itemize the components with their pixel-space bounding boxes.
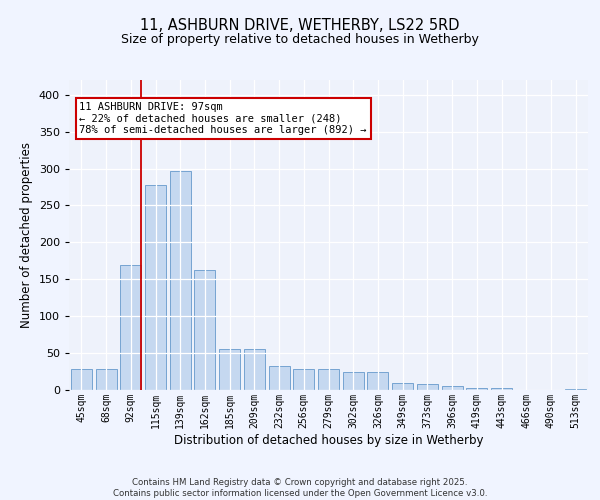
Y-axis label: Number of detached properties: Number of detached properties xyxy=(20,142,33,328)
Bar xyxy=(343,372,364,390)
Bar xyxy=(71,370,92,390)
Bar xyxy=(417,384,438,390)
Text: Contains HM Land Registry data © Crown copyright and database right 2025.
Contai: Contains HM Land Registry data © Crown c… xyxy=(113,478,487,498)
Bar xyxy=(491,388,512,390)
Bar xyxy=(244,350,265,390)
Text: Size of property relative to detached houses in Wetherby: Size of property relative to detached ho… xyxy=(121,32,479,46)
Bar xyxy=(269,366,290,390)
Bar xyxy=(565,388,586,390)
Bar xyxy=(120,264,141,390)
Bar xyxy=(293,370,314,390)
Bar xyxy=(318,370,339,390)
Bar xyxy=(466,388,487,390)
Bar xyxy=(145,185,166,390)
X-axis label: Distribution of detached houses by size in Wetherby: Distribution of detached houses by size … xyxy=(174,434,483,446)
Text: 11 ASHBURN DRIVE: 97sqm
← 22% of detached houses are smaller (248)
78% of semi-d: 11 ASHBURN DRIVE: 97sqm ← 22% of detache… xyxy=(79,102,367,135)
Bar xyxy=(442,386,463,390)
Bar xyxy=(95,370,116,390)
Bar xyxy=(392,382,413,390)
Bar xyxy=(219,350,240,390)
Bar xyxy=(367,372,388,390)
Bar xyxy=(170,171,191,390)
Text: 11, ASHBURN DRIVE, WETHERBY, LS22 5RD: 11, ASHBURN DRIVE, WETHERBY, LS22 5RD xyxy=(140,18,460,32)
Bar xyxy=(194,270,215,390)
